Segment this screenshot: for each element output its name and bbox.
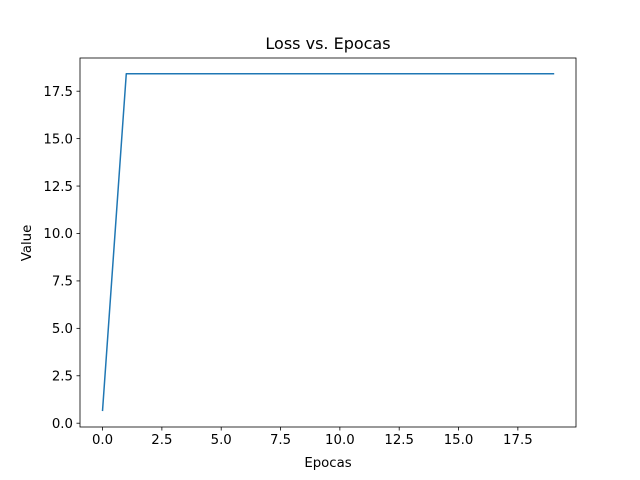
y-tick-label: 17.5 — [43, 85, 73, 100]
x-tick-label: 0.0 — [92, 433, 113, 448]
y-tick-label: 12.5 — [43, 180, 73, 195]
plot-area — [101, 73, 555, 412]
y-tick-label: 5.0 — [52, 322, 73, 337]
y-tick-label: 10.0 — [43, 227, 73, 242]
x-tick-label: 12.5 — [384, 433, 414, 448]
y-axis-ticks: 0.0 2.5 5.0 7.5 10.0 12.5 15.0 17.5 — [43, 85, 80, 432]
x-tick-label: 7.5 — [270, 433, 291, 448]
y-tick-label: 7.5 — [52, 275, 73, 290]
x-tick-label: 10.0 — [325, 433, 355, 448]
chart-title: Loss vs. Epocas — [265, 34, 390, 53]
y-tick-label: 15.0 — [43, 132, 73, 147]
x-tick-label: 17.5 — [503, 433, 533, 448]
y-tick-label: 0.0 — [52, 417, 73, 432]
x-tick-label: 2.5 — [151, 433, 172, 448]
x-tick-label: 15.0 — [444, 433, 474, 448]
x-axis-ticks: 0.0 2.5 5.0 7.5 10.0 12.5 15.0 17.5 — [92, 427, 533, 448]
y-axis-label: Value — [20, 225, 35, 262]
axes-frame — [79, 57, 577, 428]
x-tick-label: 5.0 — [211, 433, 232, 448]
y-tick-label: 2.5 — [52, 369, 73, 384]
x-axis-label: Epocas — [304, 456, 351, 471]
loss-series-line — [101, 73, 555, 412]
